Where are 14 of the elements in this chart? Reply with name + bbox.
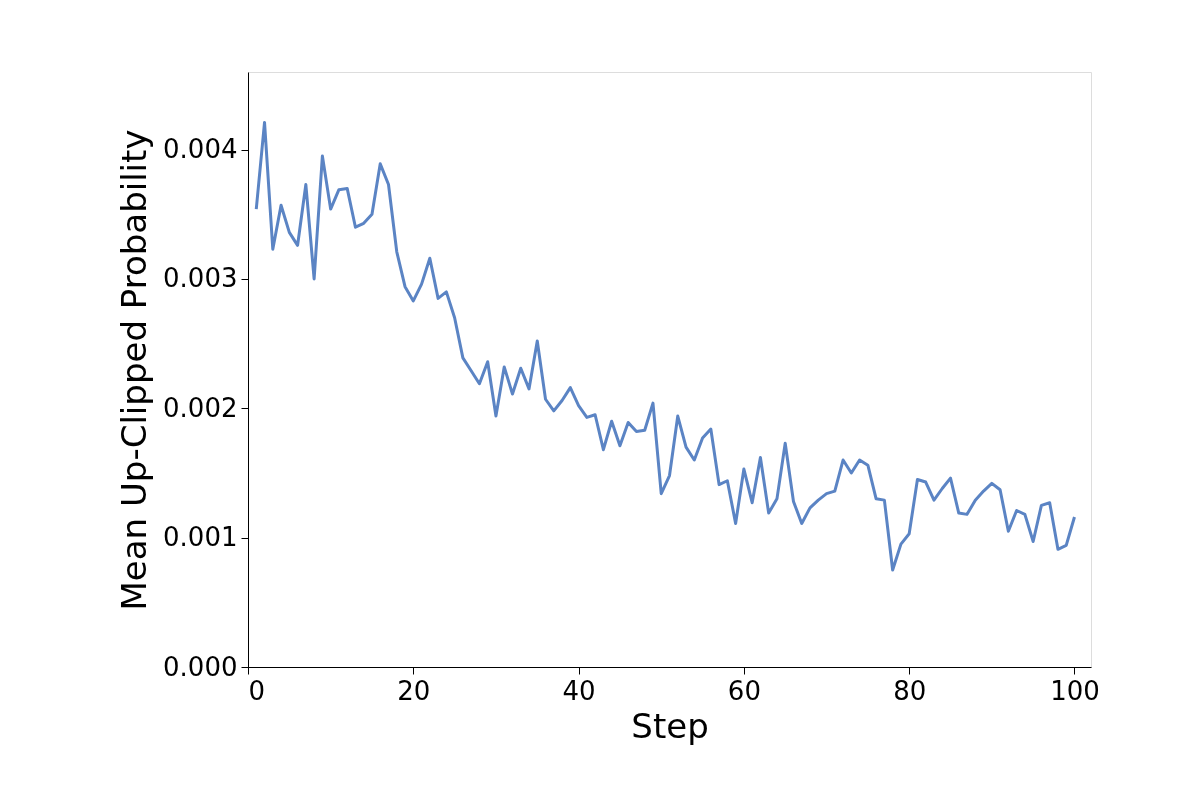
x-tick-label: 0 (248, 675, 266, 706)
x-tick-label: 100 (1050, 675, 1100, 706)
y-tick-label: 0.000 (163, 651, 238, 682)
x-tick-label: 80 (893, 675, 927, 706)
y-tick-label: 0.004 (163, 134, 238, 165)
x-axis-title: Step (631, 705, 709, 746)
x-tick-label: 20 (397, 675, 431, 706)
y-tick-label: 0.001 (163, 522, 238, 553)
x-tick-label: 60 (727, 675, 761, 706)
y-axis-title: Mean Up-Clipped Probability (114, 129, 155, 611)
line-series (254, 120, 1076, 572)
x-tick-label: 40 (562, 675, 596, 706)
y-tick-label: 0.003 (163, 263, 238, 294)
y-tick-label: 0.002 (163, 392, 238, 423)
